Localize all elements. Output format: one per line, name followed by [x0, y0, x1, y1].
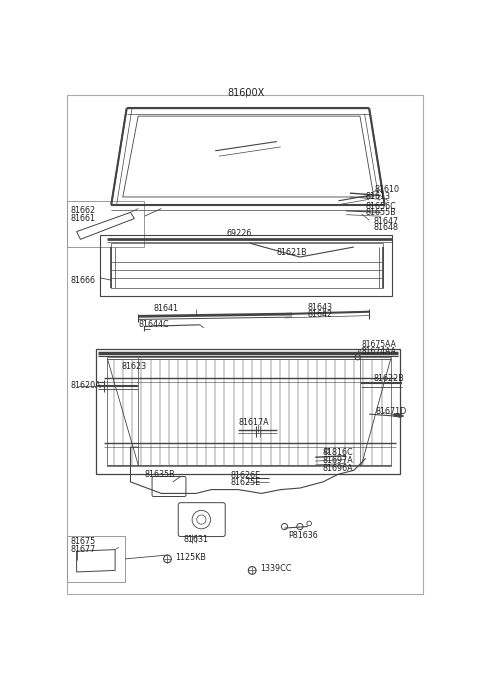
Text: 81643: 81643 — [308, 303, 333, 312]
Text: 81617A: 81617A — [238, 418, 269, 427]
Text: 81625E: 81625E — [230, 478, 261, 487]
Text: 81631: 81631 — [183, 535, 208, 544]
Text: 81656C: 81656C — [365, 202, 396, 210]
Text: 81675AA: 81675AA — [361, 340, 396, 349]
Text: 81620A: 81620A — [71, 381, 101, 390]
Text: 81644C: 81644C — [138, 320, 169, 329]
Text: 81622B: 81622B — [373, 374, 404, 383]
Text: 81647: 81647 — [373, 217, 398, 226]
Text: 81635B: 81635B — [144, 470, 175, 479]
Text: 81655B: 81655B — [365, 208, 396, 217]
Bar — [67, 201, 144, 247]
Text: 81674AA: 81674AA — [361, 347, 396, 356]
Text: 1125KB: 1125KB — [175, 553, 206, 562]
Text: 81613: 81613 — [365, 192, 390, 202]
Text: 81610: 81610 — [374, 185, 399, 194]
Bar — [67, 536, 125, 582]
Text: 81675: 81675 — [71, 538, 96, 547]
Text: 81626E: 81626E — [230, 471, 261, 480]
Text: 81661: 81661 — [71, 214, 96, 223]
Text: 81641: 81641 — [154, 304, 179, 313]
Text: 81696A: 81696A — [323, 464, 354, 473]
Text: 81623: 81623 — [121, 362, 146, 371]
Text: 1339CC: 1339CC — [260, 564, 291, 573]
Text: 81816C: 81816C — [323, 448, 354, 457]
Text: 81697A: 81697A — [323, 456, 354, 465]
Text: 81671D: 81671D — [375, 407, 407, 416]
Text: 81642: 81642 — [308, 310, 333, 318]
Text: 81648: 81648 — [373, 223, 398, 232]
Text: 81621B: 81621B — [277, 248, 307, 257]
Text: 81662: 81662 — [71, 206, 96, 215]
Text: 69226: 69226 — [227, 230, 252, 238]
Text: 81677: 81677 — [71, 545, 96, 554]
FancyArrow shape — [394, 414, 404, 418]
Text: 81666: 81666 — [71, 276, 96, 285]
Text: P81636: P81636 — [288, 531, 318, 540]
Text: 81600X: 81600X — [228, 88, 264, 98]
